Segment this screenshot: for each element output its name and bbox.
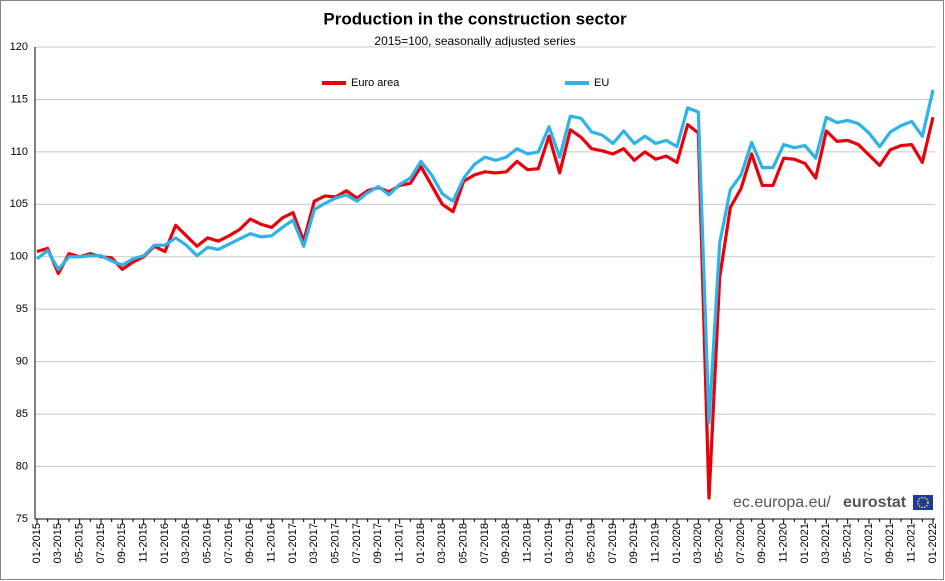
x-tick-label: 07-2015 xyxy=(95,523,107,563)
x-tick-label: 09-2019 xyxy=(628,523,640,563)
x-tick-label: 11-2016 xyxy=(266,523,278,563)
x-tick-label: 09-2015 xyxy=(116,523,128,563)
x-tick-label: 09-2017 xyxy=(372,523,384,563)
x-tick-label: 05-2015 xyxy=(74,523,86,563)
source-site: ec.europa.eu/ xyxy=(733,494,831,511)
legend-label: Euro area xyxy=(351,77,400,89)
y-tick-label: 75 xyxy=(16,513,28,525)
x-tick-label: 03-2017 xyxy=(308,523,320,563)
x-tick-label: 01-2021 xyxy=(799,523,811,563)
x-tick-label: 01-2018 xyxy=(415,523,427,563)
x-tick-label: 05-2017 xyxy=(330,523,342,563)
x-tick-label: 09-2016 xyxy=(244,523,256,563)
x-tick-label: 07-2016 xyxy=(223,523,235,563)
source-brand: eurostat xyxy=(843,494,907,511)
y-tick-label: 80 xyxy=(16,460,28,472)
x-tick-label: 11-2017 xyxy=(394,523,406,563)
x-tick-label: 09-2021 xyxy=(884,523,896,563)
y-tick-label: 85 xyxy=(16,408,28,420)
x-tick-label: 03-2018 xyxy=(436,523,448,563)
x-tick-label: 01-2020 xyxy=(671,523,683,563)
y-tick-label: 95 xyxy=(16,303,28,315)
x-tick-label: 01-2022 xyxy=(927,523,939,563)
x-tick-label: 11-2020 xyxy=(778,523,790,563)
series-line xyxy=(36,116,935,500)
x-tick-label: 11-2015 xyxy=(138,523,150,563)
eu-flag xyxy=(913,495,933,510)
x-tick-label: 07-2017 xyxy=(351,523,363,563)
x-tick-label: 11-2021 xyxy=(906,523,918,563)
x-tick-label: 03-2021 xyxy=(820,523,832,563)
x-tick-label: 05-2016 xyxy=(202,523,214,563)
x-tick-label: 07-2020 xyxy=(735,523,747,563)
y-tick-label: 115 xyxy=(10,93,28,105)
y-tick-label: 100 xyxy=(10,251,28,263)
chart-subtitle: 2015=100, seasonally adjusted series xyxy=(374,34,575,48)
chart-title: Production in the construction sector xyxy=(323,9,627,28)
legend-label: EU xyxy=(594,77,609,89)
x-tick-label: 01-2016 xyxy=(159,523,171,563)
y-tick-label: 110 xyxy=(10,146,28,158)
x-tick-label: 07-2018 xyxy=(479,523,491,563)
eu-stars xyxy=(917,496,929,509)
x-tick-label: 03-2015 xyxy=(52,523,64,563)
x-tick-label: 11-2018 xyxy=(522,523,534,563)
source: ec.europa.eu/ eurostat xyxy=(733,494,933,511)
x-tick-label: 03-2020 xyxy=(692,523,704,563)
x-tick-label: 05-2019 xyxy=(586,523,598,563)
series-line xyxy=(36,89,935,425)
x-tick-label: 05-2021 xyxy=(842,523,854,563)
x-tick-label: 07-2019 xyxy=(607,523,619,563)
x-tick-label: 07-2021 xyxy=(863,523,875,563)
x-tick-label: 09-2020 xyxy=(756,523,768,563)
x-tick-label: 11-2019 xyxy=(650,523,662,563)
x-tick-label: 03-2016 xyxy=(180,523,192,563)
x-tick-label: 05-2018 xyxy=(458,523,470,563)
x-tick-label: 09-2018 xyxy=(500,523,512,563)
x-tick-label: 05-2020 xyxy=(714,523,726,563)
x-tick-label: 01-2017 xyxy=(287,523,299,563)
y-tick-label: 105 xyxy=(10,198,28,210)
x-tick-label: 01-2019 xyxy=(543,523,555,563)
x-tick-label: 01-2015 xyxy=(31,523,43,563)
y-tick-label: 90 xyxy=(16,356,28,368)
y-tick-label: 120 xyxy=(10,41,28,53)
x-tick-label: 03-2019 xyxy=(564,523,576,563)
